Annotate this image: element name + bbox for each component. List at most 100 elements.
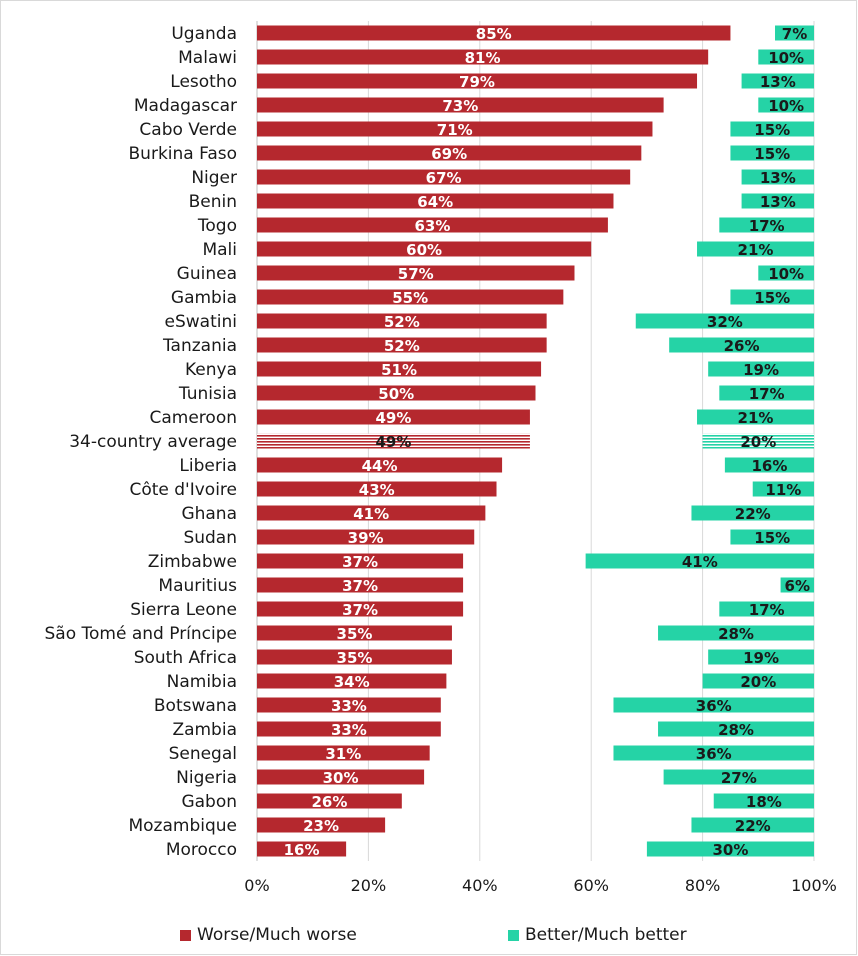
bar-worse	[257, 721, 441, 737]
bar-worse	[257, 769, 425, 785]
data-label-worse: 69%	[431, 145, 467, 163]
data-label-worse: 35%	[337, 649, 373, 667]
bar-better	[730, 121, 814, 137]
data-label-worse: 43%	[359, 481, 395, 499]
data-label-worse: 37%	[342, 577, 378, 595]
bar-worse	[257, 361, 542, 377]
data-label-better: 21%	[738, 409, 774, 427]
bar-better	[758, 49, 814, 65]
data-label-better: 13%	[760, 169, 796, 187]
bar-better	[758, 97, 814, 113]
data-label-better: 26%	[724, 337, 760, 355]
data-label-better: 17%	[749, 601, 785, 619]
category-label: Cameroon	[150, 408, 238, 428]
bar-worse	[257, 745, 430, 761]
category-label: Senegal	[169, 744, 237, 764]
bar-worse	[257, 649, 452, 665]
legend-label-worse: Worse/Much worse	[197, 925, 357, 945]
data-label-better: 20%	[740, 433, 776, 451]
data-label-worse: 67%	[426, 169, 462, 187]
category-label: Ghana	[181, 504, 237, 524]
category-label: Lesotho	[170, 72, 237, 92]
x-tick-label: 0%	[244, 876, 269, 895]
data-label-better: 21%	[738, 241, 774, 259]
data-label-better: 15%	[754, 121, 790, 139]
bar-better	[758, 265, 814, 281]
bar-worse	[257, 457, 503, 473]
bar-chart: 85% 7% 81% 10% 79% 13% 73% 10% 71% 15% 69% 15% 67% 13…	[45, 21, 837, 895]
bar-worse	[257, 289, 564, 305]
bars-group: 85% 7% 81% 10% 79% 13% 73% 10% 71% 15% 69% 15% 67% 13…	[257, 25, 814, 859]
category-label: Zimbabwe	[148, 552, 237, 572]
bar-better	[741, 169, 814, 185]
bar-better	[780, 577, 814, 593]
data-label-worse: 41%	[353, 505, 389, 523]
bar-better	[708, 649, 814, 665]
bar-better	[730, 289, 814, 305]
data-label-worse: 60%	[406, 241, 442, 259]
data-label-better: 15%	[754, 289, 790, 307]
data-label-worse: 34%	[334, 673, 370, 691]
bar-better	[585, 553, 814, 569]
legend-swatch-worse	[180, 929, 191, 941]
bar-worse	[257, 841, 347, 857]
bar-worse	[257, 97, 664, 113]
legend-swatch-better	[508, 929, 519, 941]
legend-better: Better/Much better	[508, 925, 687, 945]
category-label: Niger	[191, 168, 237, 188]
bar-worse	[257, 601, 464, 617]
data-label-worse: 81%	[465, 49, 501, 67]
category-label: Mozambique	[128, 816, 237, 836]
data-label-better: 15%	[754, 145, 790, 163]
category-label: São Tomé and Príncipe	[45, 624, 237, 644]
bar-better	[635, 313, 814, 329]
data-label-worse: 50%	[378, 385, 414, 403]
bar-worse	[257, 193, 614, 209]
data-label-better: 15%	[754, 529, 790, 547]
data-label-better: 11%	[765, 481, 801, 499]
bar-worse	[257, 673, 447, 689]
bar-better	[697, 409, 814, 425]
x-tick-label: 100%	[791, 876, 837, 895]
data-label-better: 10%	[768, 265, 804, 283]
bar-better	[730, 145, 814, 161]
bar-worse	[257, 169, 631, 185]
bar-worse	[257, 49, 709, 65]
bar-better	[613, 697, 814, 713]
data-label-better: 28%	[718, 721, 754, 739]
category-label: Cabo Verde	[139, 120, 237, 140]
data-label-better: 13%	[760, 73, 796, 91]
data-label-better: 10%	[768, 97, 804, 115]
bar-better	[713, 793, 814, 809]
bar-better	[719, 385, 814, 401]
data-label-worse: 33%	[331, 721, 367, 739]
bar-worse	[257, 625, 452, 641]
bar-worse	[257, 505, 486, 521]
data-label-worse: 16%	[284, 841, 320, 859]
bar-worse	[257, 121, 653, 137]
bar-better	[658, 625, 814, 641]
data-label-better: 36%	[696, 745, 732, 763]
bar-better	[646, 841, 814, 857]
category-label: Botswana	[154, 696, 237, 716]
bar-better	[669, 337, 814, 353]
data-label-better: 36%	[696, 697, 732, 715]
data-label-worse: 55%	[392, 289, 428, 307]
data-label-worse: 79%	[459, 73, 495, 91]
data-label-better: 17%	[749, 385, 785, 403]
data-label-worse: 51%	[381, 361, 417, 379]
category-labels: Uganda Malawi Lesotho Madagascar Cabo Verde B…	[45, 24, 238, 860]
bar-worse	[257, 337, 547, 353]
bar-better	[775, 25, 814, 41]
bar-better	[702, 673, 814, 689]
data-label-better: 18%	[746, 793, 782, 811]
data-label-worse: 44%	[362, 457, 398, 475]
data-label-worse: 85%	[476, 25, 512, 43]
data-label-worse: 35%	[337, 625, 373, 643]
data-label-better: 28%	[718, 625, 754, 643]
data-label-better: 7%	[782, 25, 807, 43]
bar-better	[730, 529, 814, 545]
bar-better	[697, 241, 814, 257]
x-tick-label: 20%	[351, 876, 387, 895]
bar-worse	[257, 385, 536, 401]
